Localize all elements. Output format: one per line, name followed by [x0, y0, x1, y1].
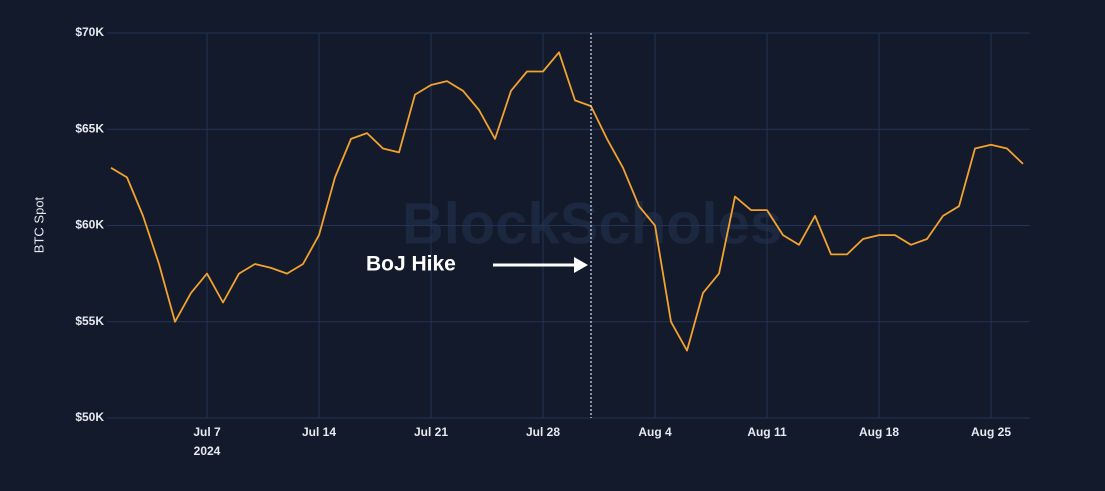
x-tick-label: Aug 4	[638, 425, 672, 439]
y-axis-label: BTC Spot	[31, 196, 46, 253]
price-line	[110, 51, 1024, 352]
y-tick-label: $70K	[75, 25, 104, 39]
x-tick-label: Jul 14	[302, 425, 336, 439]
annotation-text: BoJ Hike	[366, 253, 456, 276]
y-tick-label: $65K	[75, 121, 104, 135]
x-tick-label: Aug 18	[859, 425, 899, 439]
annotation-arrowhead	[574, 257, 588, 273]
x-tick-label: Jul 21	[414, 425, 448, 439]
x-tick-label: Jul 28	[526, 425, 560, 439]
x-tick-label: Aug 25	[971, 425, 1011, 439]
x-tick-year: 2024	[194, 444, 221, 458]
x-tick-label: Jul 7	[193, 425, 221, 439]
y-tick-label: $55K	[75, 314, 104, 328]
watermark: BlockScholes	[402, 191, 782, 256]
y-tick-label: $60K	[75, 218, 104, 232]
x-tick-label: Aug 11	[747, 425, 787, 439]
y-tick-label: $50K	[75, 410, 104, 424]
